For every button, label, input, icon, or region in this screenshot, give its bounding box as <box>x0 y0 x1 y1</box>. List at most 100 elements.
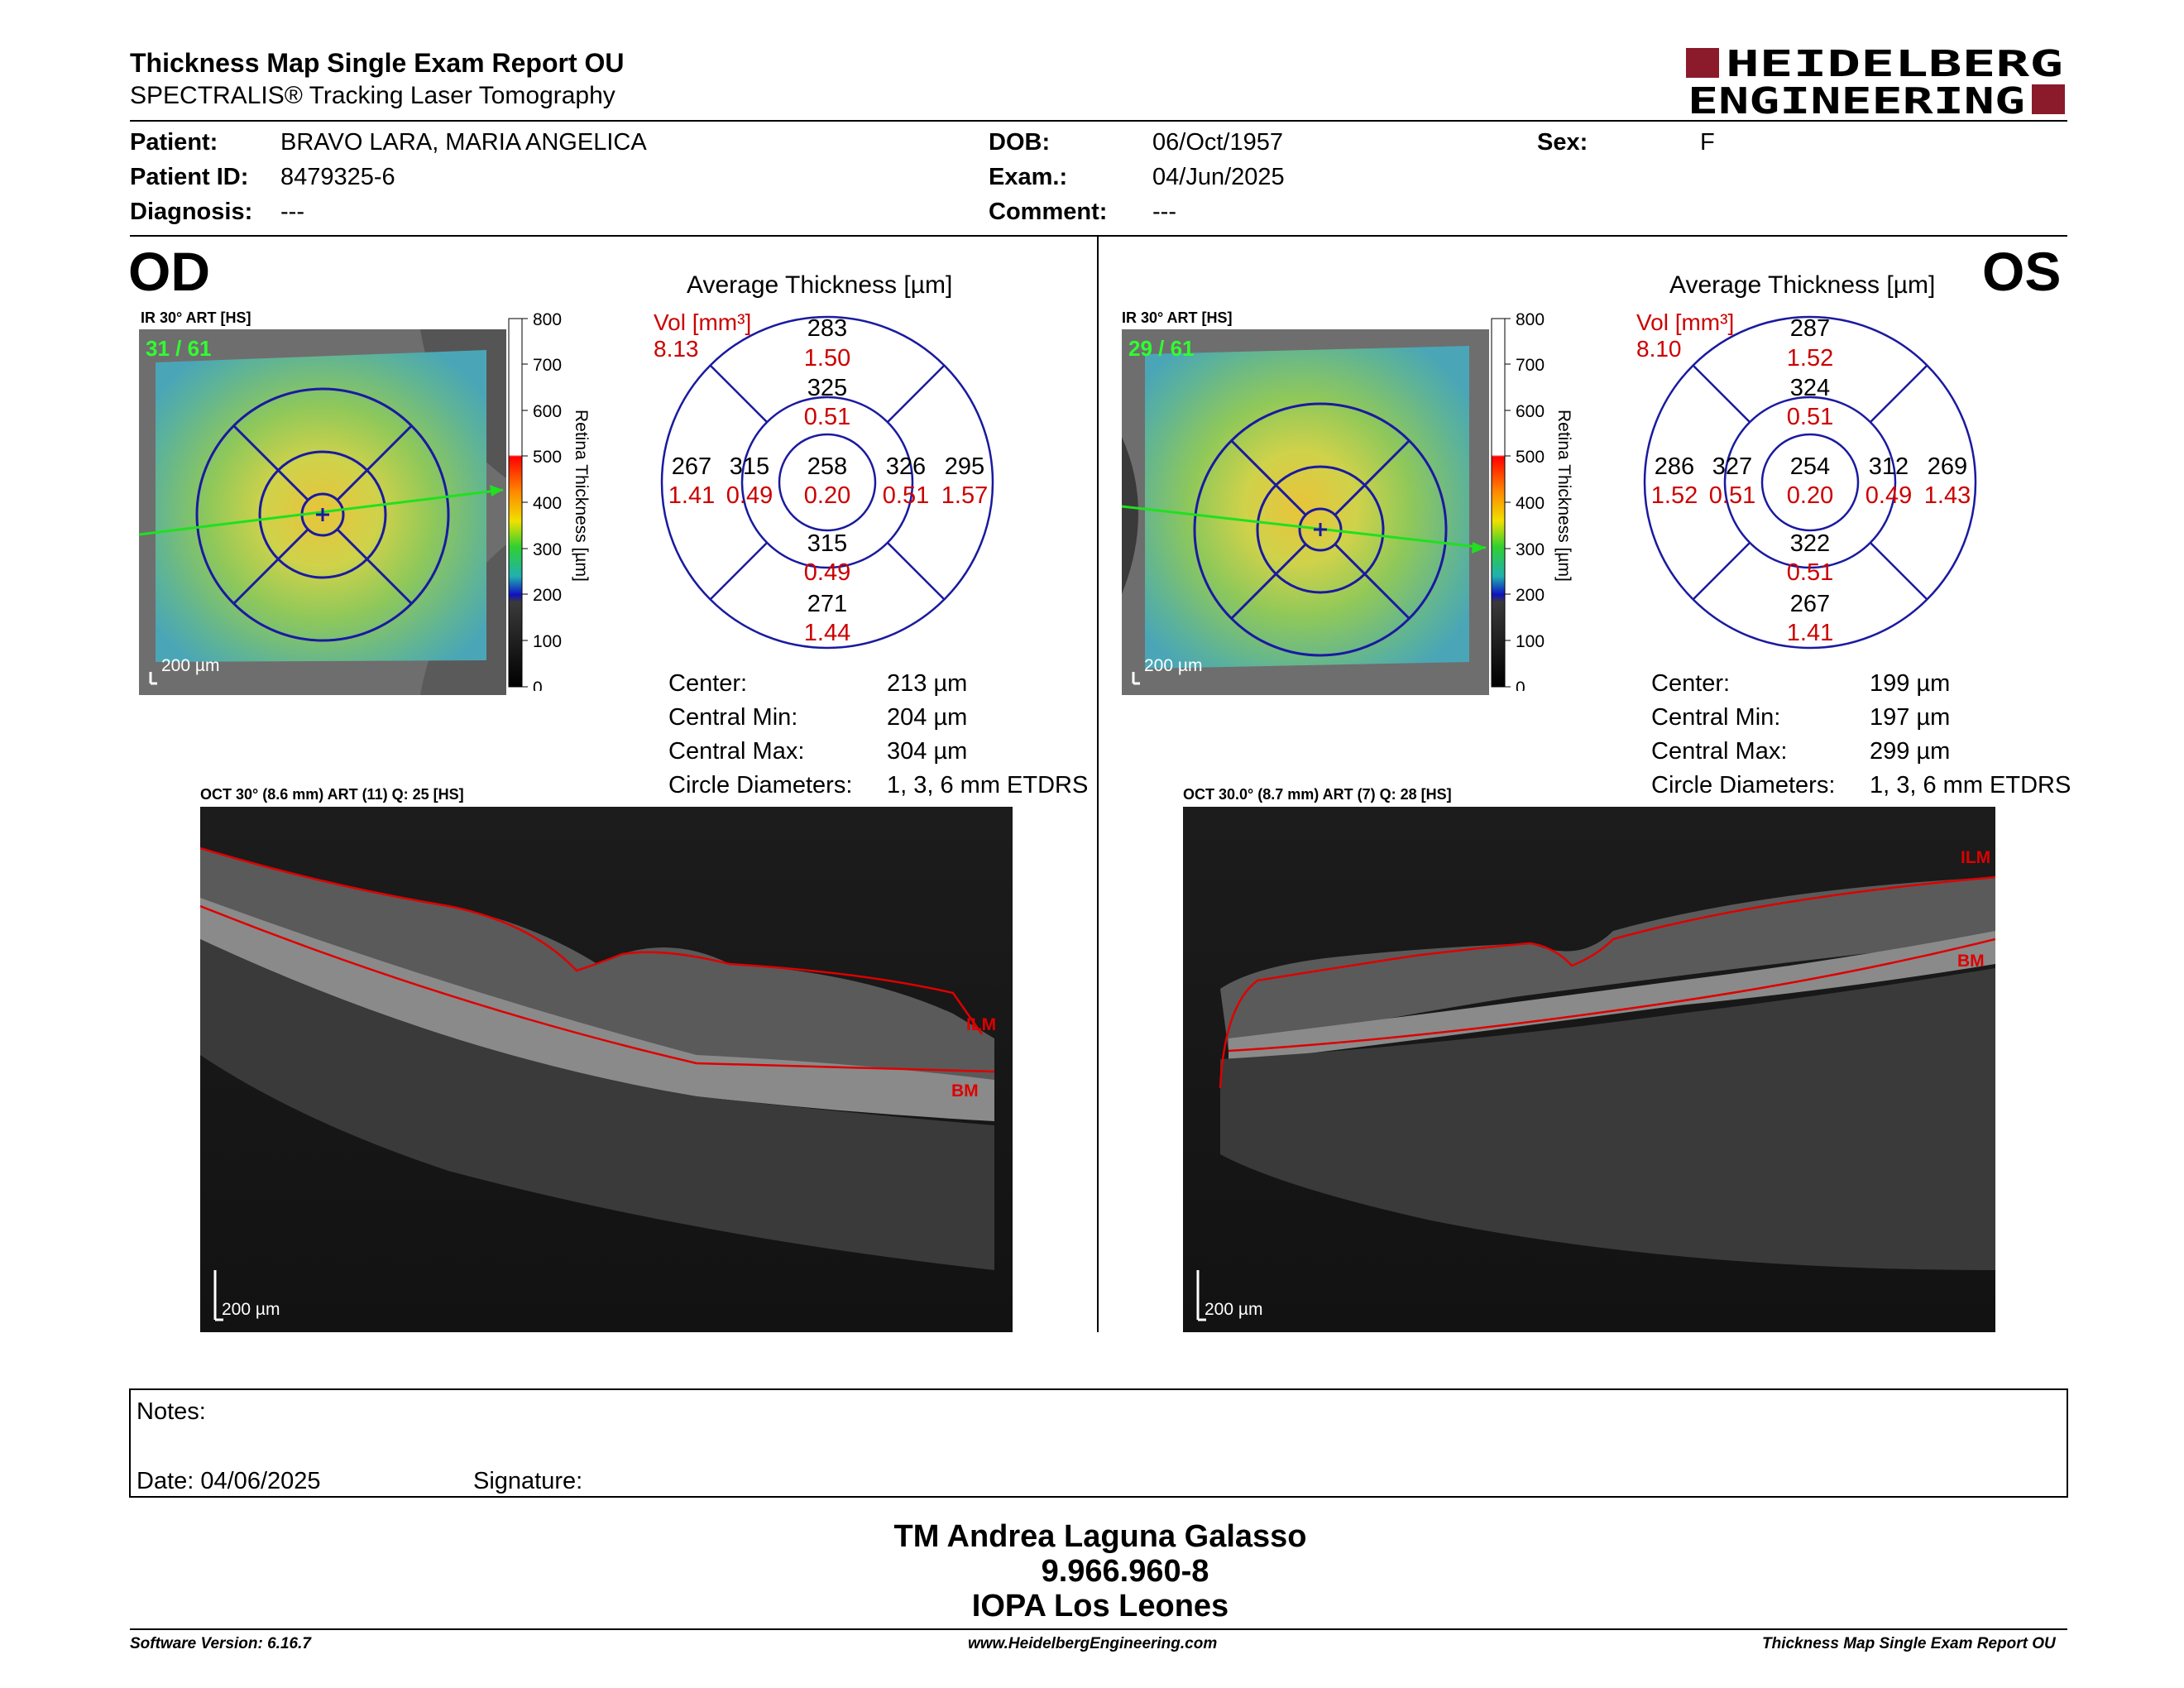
stat-diam-os: 1, 3, 6 mm ETDRS <box>1870 772 2071 798</box>
outer-inf-thickness: 267 <box>1790 591 1830 617</box>
stat-max-label-os: Central Max: <box>1651 738 1788 765</box>
comment-label: Comment: <box>989 199 1108 225</box>
inner-left-thickness: 327 <box>1712 453 1752 480</box>
oct-bscan-od: ILM BM 200 µm <box>199 807 1013 1332</box>
center-volume: 0.20 <box>804 482 850 509</box>
eye-label-os: OS <box>1982 241 2062 302</box>
stat-diam-label-od: Circle Diameters: <box>668 772 853 798</box>
footer-report-title: Thickness Map Single Exam Report OU <box>1762 1635 2056 1652</box>
outer-left-thickness: 267 <box>672 453 711 480</box>
scale-tick-700: 700 <box>1516 356 1545 375</box>
logo-line1: HEIDELBERG <box>1726 46 2063 85</box>
divider <box>130 235 2067 237</box>
ir-label-od: IR 30° ART [HS] <box>141 309 251 326</box>
fundus-thickness-map-os <box>1121 329 1489 695</box>
center-thickness: 254 <box>1790 453 1830 480</box>
scale-tick-200: 200 <box>533 586 562 605</box>
inner-sup-thickness: 325 <box>807 375 847 401</box>
notes-box[interactable] <box>129 1388 2068 1498</box>
outer-inf-thickness: 271 <box>807 591 847 617</box>
inner-left-volume: 0.49 <box>726 482 773 509</box>
report-title: Thickness Map Single Exam Report OU <box>130 48 625 78</box>
center-divider <box>1097 237 1099 1332</box>
outer-sup-thickness: 287 <box>1790 315 1830 342</box>
signature-id: 9.966.960-8 <box>1041 1554 1209 1589</box>
stat-center-od: 213 µm <box>887 670 968 697</box>
stat-min-label-od: Central Min: <box>668 704 798 731</box>
signature-institution: IOPA Los Leones <box>971 1589 1229 1623</box>
scale-axis-label: Retina Thickness [µm] <box>572 410 591 582</box>
diagnosis-value: --- <box>280 199 304 225</box>
outer-inf-volume: 1.41 <box>1787 620 1833 646</box>
dob-label: DOB: <box>989 129 1051 156</box>
scale-tick-600: 600 <box>1516 402 1545 421</box>
avg-thickness-title-od: Average Thickness [µm] <box>687 271 953 299</box>
stat-min-od: 204 µm <box>887 704 968 731</box>
exam-label: Exam.: <box>989 164 1068 190</box>
report-subtitle: SPECTRALIS® Tracking Laser Tomography <box>130 82 615 109</box>
divider <box>130 1628 2067 1630</box>
stat-min-label-os: Central Min: <box>1651 704 1781 731</box>
outer-right-volume: 1.57 <box>941 482 988 509</box>
outer-sup-volume: 1.50 <box>804 345 850 372</box>
website-link[interactable]: www.HeidelbergEngineering.com <box>968 1635 1218 1652</box>
stat-center-label-os: Center: <box>1651 670 1731 697</box>
inner-inf-thickness: 322 <box>1790 530 1830 557</box>
inner-left-volume: 0.51 <box>1709 482 1755 509</box>
ilm-label-os: ILM <box>1961 848 1990 867</box>
etdrs-grid-od: 283 1.50 325 0.51 258 0.20 315 0.49 271 … <box>645 305 1009 660</box>
scale-bar-label-os: 200 µm <box>1144 656 1203 675</box>
scale-tick-800: 800 <box>1516 310 1545 329</box>
scale-tick-500: 500 <box>1516 448 1545 467</box>
outer-right-thickness: 269 <box>1928 453 1967 480</box>
vol-label-os: Vol [mm³] <box>1636 309 1735 335</box>
exam-value: 04/Jun/2025 <box>1152 164 1285 190</box>
outer-left-thickness: 286 <box>1655 453 1694 480</box>
inner-inf-volume: 0.49 <box>804 559 850 586</box>
inner-sup-volume: 0.51 <box>804 404 850 430</box>
sex-label: Sex: <box>1537 129 1588 156</box>
frame-counter-os: 29 / 61 <box>1128 336 1195 361</box>
signature-name: TM Andrea Laguna Galasso <box>893 1519 1307 1554</box>
scale-tick-500: 500 <box>533 448 562 467</box>
outer-left-volume: 1.52 <box>1651 482 1698 509</box>
patient-name: BRAVO LARA, MARIA ANGELICA <box>280 129 647 156</box>
inner-right-volume: 0.49 <box>1866 482 1912 509</box>
scale-tick-400: 400 <box>533 494 562 513</box>
heidelberg-logo: HEIDELBERG ENGINEERING <box>1686 43 2067 122</box>
patient-label: Patient: <box>130 129 218 156</box>
oct-label-os: OCT 30.0° (8.7 mm) ART (7) Q: 28 [HS] <box>1183 786 1452 803</box>
inner-sup-thickness: 324 <box>1790 375 1830 401</box>
inner-inf-volume: 0.51 <box>1787 559 1833 586</box>
inner-right-volume: 0.51 <box>883 482 929 509</box>
etdrs-grid-os: 287 1.52 324 0.51 254 0.20 322 0.51 267 … <box>1628 305 1992 660</box>
outer-sup-thickness: 283 <box>807 315 847 342</box>
vol-total-os: 8.10 <box>1636 336 1682 362</box>
oct-scale-os: 200 µm <box>1205 1300 1262 1319</box>
stat-diam-od: 1, 3, 6 mm ETDRS <box>887 772 1089 798</box>
inner-sup-volume: 0.51 <box>1787 404 1833 430</box>
scale-tick-800: 800 <box>533 310 562 329</box>
stat-center-label-od: Center: <box>668 670 748 697</box>
center-thickness: 258 <box>807 453 847 480</box>
sex-value: F <box>1700 129 1715 156</box>
scale-tick-700: 700 <box>533 356 562 375</box>
scale-tick-300: 300 <box>533 540 562 559</box>
comment-value: --- <box>1152 199 1176 225</box>
scale-tick-200: 200 <box>1516 586 1545 605</box>
software-version: Software Version: 6.16.7 <box>130 1635 311 1652</box>
oct-scale-od: 200 µm <box>222 1300 280 1319</box>
ilm-label-od: ILM <box>966 1015 996 1034</box>
scale-tick-0: 0 <box>1516 679 1525 691</box>
logo-line2: ENGINEERING <box>1688 80 2025 120</box>
diagnosis-label: Diagnosis: <box>130 199 253 225</box>
notes-label: Notes: <box>136 1398 206 1425</box>
scale-tick-400: 400 <box>1516 494 1545 513</box>
outer-sup-volume: 1.52 <box>1787 345 1833 372</box>
vol-total-od: 8.13 <box>654 336 699 362</box>
stat-max-od: 304 µm <box>887 738 968 765</box>
eye-label-od: OD <box>128 241 210 302</box>
divider <box>130 120 2067 122</box>
scale-tick-100: 100 <box>533 632 562 651</box>
avg-thickness-title-os: Average Thickness [µm] <box>1669 271 1936 299</box>
